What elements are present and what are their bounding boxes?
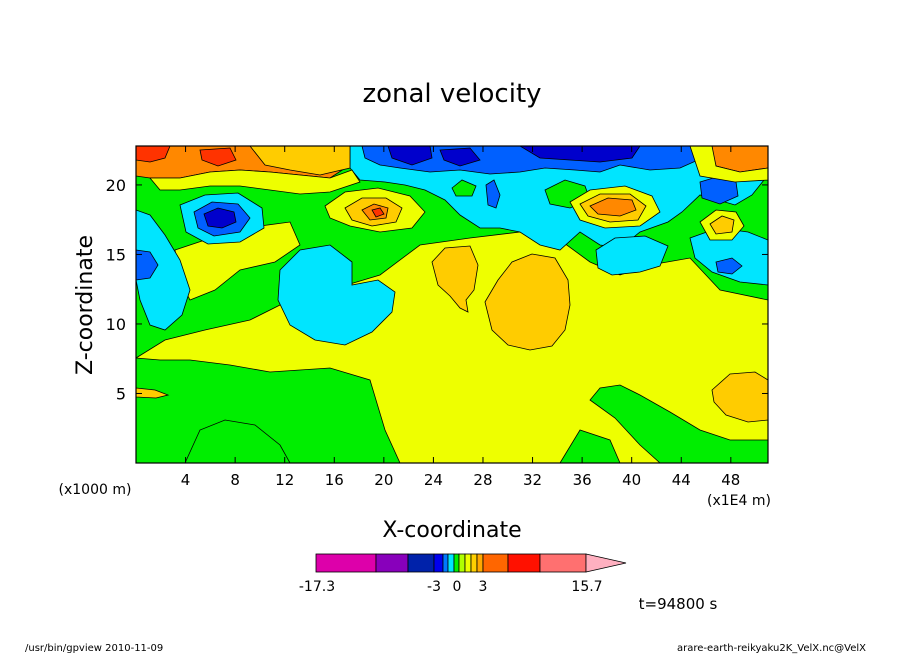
colorbar <box>315 553 627 573</box>
y-tick-label: 20 <box>106 176 126 195</box>
contour-fill-red-top-left-2 <box>199 147 237 167</box>
contour-fill-green-patch-1 <box>451 179 477 197</box>
colorbar-segment <box>458 553 466 573</box>
contour-fill-green-bottom-right <box>589 384 768 463</box>
contour-fill-gold-mid-2 <box>484 253 571 351</box>
x-axis-label: X-coordinate <box>382 518 521 543</box>
contour-fill-darkblue-top-2 <box>519 146 641 163</box>
y-tick-label: 5 <box>116 384 126 403</box>
x-tick-label: 48 <box>721 471 740 489</box>
contour-fill-blue-left <box>136 249 159 281</box>
y-tick-label: 10 <box>106 315 126 334</box>
colorbar-max-label: 15.7 <box>571 579 602 595</box>
time-label: t=94800 s <box>639 595 718 613</box>
colorbar-segment <box>407 553 435 573</box>
colorbar-tick-label: 3 <box>479 579 488 595</box>
colorbar-segment <box>442 553 449 573</box>
y-tick-label: 15 <box>106 245 126 264</box>
y-axis-label: Z-coordinate <box>73 235 98 375</box>
contour-fill-darkblue-upper-left <box>203 207 237 229</box>
contour-fill-gold-mid-1 <box>431 245 479 313</box>
contour-fill-green-bottom <box>184 419 291 463</box>
colorbar-segment <box>470 553 478 573</box>
colorbar-segment <box>476 553 484 573</box>
colorbar-segment <box>375 553 409 573</box>
contour-fill-blue-far-right <box>715 257 743 275</box>
contour-fill-yellow-top-left <box>149 169 361 195</box>
colorbar-segment <box>453 553 460 573</box>
x-unit-label: (x1E4 m) <box>707 493 771 509</box>
contour-fill-gold-top-left <box>249 146 351 176</box>
footer-right: arare-earth-reikyaku2K_VelX.nc@VelX <box>677 643 866 654</box>
contour-fill-yellow-top-right <box>689 146 768 183</box>
x-tick-label: 8 <box>230 471 240 489</box>
contour-fill-orange-pocket-2 <box>589 197 637 217</box>
contour-fill-cyan-left <box>136 209 191 331</box>
contour-fill-gold-pocket-3 <box>709 215 735 235</box>
x-tick-label: 24 <box>424 471 443 489</box>
x-tick-label: 12 <box>275 471 294 489</box>
contour-plot <box>136 146 768 463</box>
x-tick-label: 16 <box>325 471 344 489</box>
x-tick-label: 40 <box>622 471 641 489</box>
contour-fill-cyan-right <box>595 235 669 276</box>
colorbar-segment <box>539 553 587 573</box>
contour-fill-red-top-left-1 <box>136 146 171 163</box>
x-tick-label: 20 <box>374 471 393 489</box>
footer-left: /usr/bin/gpview 2010-11-09 <box>25 643 163 654</box>
colorbar-arrow <box>585 553 627 573</box>
colorbar-segment <box>447 553 455 573</box>
colorbar-segment <box>482 553 509 573</box>
contour-fill-gold-bottom-right <box>711 371 768 423</box>
plot-frame <box>135 145 769 464</box>
x-tick-label: 4 <box>181 471 191 489</box>
colorbar-tick-label: -3 <box>427 579 441 595</box>
colorbar-segment <box>315 553 377 573</box>
colorbar-min-label: -17.3 <box>299 579 335 595</box>
x-tick-label: 36 <box>573 471 592 489</box>
colorbar-segment <box>433 553 444 573</box>
x-tick-label: 32 <box>523 471 542 489</box>
contour-fill-darkblue-top-1 <box>387 146 433 166</box>
contour-fill-darkblue-top-3 <box>439 147 481 167</box>
colorbar-tick-label: 0 <box>453 579 462 595</box>
contour-fill-red-pocket-1 <box>371 207 385 218</box>
x-tick-label: 28 <box>473 471 492 489</box>
x-tick-label: 44 <box>672 471 691 489</box>
colorbar-segment <box>507 553 541 573</box>
colorbar-segment <box>464 553 472 573</box>
contour-fill-cyan-center <box>277 244 396 346</box>
chart-title: zonal velocity <box>362 79 541 109</box>
y-axis: 5 10 15 20 <box>106 176 768 403</box>
z-unit-label: (x1000 m) <box>59 482 132 498</box>
x-axis: 4 8 12 16 20 24 28 32 36 40 44 48 <box>181 146 740 489</box>
contour-fill-blue-mid <box>485 179 501 209</box>
contour-fill-gold-lower-left <box>136 387 170 399</box>
